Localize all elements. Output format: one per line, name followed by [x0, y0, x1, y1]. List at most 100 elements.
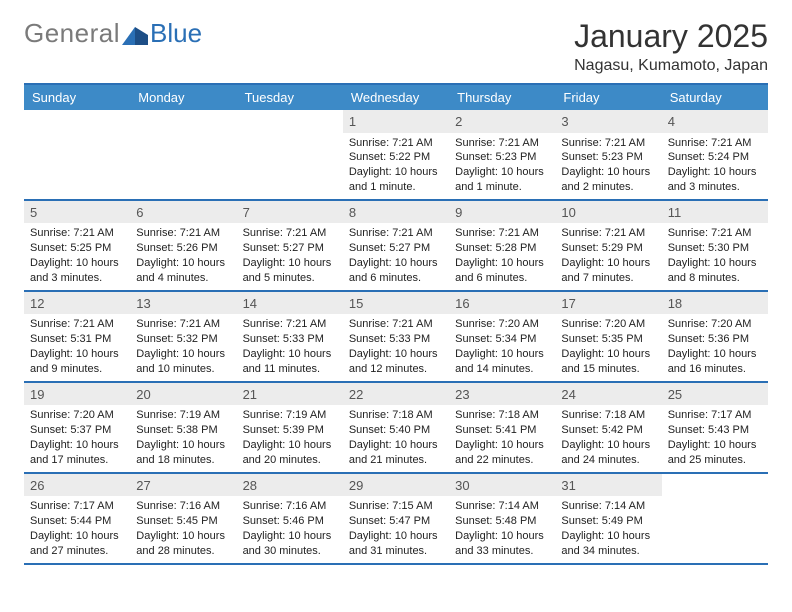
- day-info: Sunrise: 7:21 AMSunset: 5:33 PMDaylight:…: [343, 314, 449, 380]
- day-cell: 8Sunrise: 7:21 AMSunset: 5:27 PMDaylight…: [343, 201, 449, 290]
- day-cell: 11Sunrise: 7:21 AMSunset: 5:30 PMDayligh…: [662, 201, 768, 290]
- day-cell: 19Sunrise: 7:20 AMSunset: 5:37 PMDayligh…: [24, 383, 130, 472]
- day-number: 4: [662, 110, 768, 133]
- day-info: Sunrise: 7:21 AMSunset: 5:31 PMDaylight:…: [24, 314, 130, 380]
- day-cell: 1Sunrise: 7:21 AMSunset: 5:22 PMDaylight…: [343, 110, 449, 199]
- header: General Blue January 2025 Nagasu, Kumamo…: [24, 18, 768, 75]
- day-info: Sunrise: 7:21 AMSunset: 5:23 PMDaylight:…: [555, 133, 661, 199]
- day-info: Sunrise: 7:18 AMSunset: 5:42 PMDaylight:…: [555, 405, 661, 471]
- day-cell: 26Sunrise: 7:17 AMSunset: 5:44 PMDayligh…: [24, 474, 130, 563]
- day-number: 1: [343, 110, 449, 133]
- day-cell: 5Sunrise: 7:21 AMSunset: 5:25 PMDaylight…: [24, 201, 130, 290]
- day-number: 16: [449, 292, 555, 315]
- day-cell: 14Sunrise: 7:21 AMSunset: 5:33 PMDayligh…: [237, 292, 343, 381]
- week-row: 5Sunrise: 7:21 AMSunset: 5:25 PMDaylight…: [24, 201, 768, 292]
- day-cell: 20Sunrise: 7:19 AMSunset: 5:38 PMDayligh…: [130, 383, 236, 472]
- day-info: Sunrise: 7:21 AMSunset: 5:29 PMDaylight:…: [555, 223, 661, 289]
- day-number: 3: [555, 110, 661, 133]
- logo-mark-icon: [122, 23, 148, 45]
- month-title: January 2025: [574, 18, 768, 55]
- day-info: Sunrise: 7:16 AMSunset: 5:45 PMDaylight:…: [130, 496, 236, 562]
- logo-text-blue: Blue: [150, 18, 202, 49]
- day-cell: 28Sunrise: 7:16 AMSunset: 5:46 PMDayligh…: [237, 474, 343, 563]
- day-number: 20: [130, 383, 236, 406]
- day-cell: 17Sunrise: 7:20 AMSunset: 5:35 PMDayligh…: [555, 292, 661, 381]
- weekday-header: Sunday: [24, 85, 130, 110]
- day-cell: 6Sunrise: 7:21 AMSunset: 5:26 PMDaylight…: [130, 201, 236, 290]
- weekday-header: Wednesday: [343, 85, 449, 110]
- day-number: 22: [343, 383, 449, 406]
- day-cell: [237, 110, 343, 199]
- day-number: 13: [130, 292, 236, 315]
- location-subtitle: Nagasu, Kumamoto, Japan: [574, 57, 768, 75]
- day-info: Sunrise: 7:19 AMSunset: 5:38 PMDaylight:…: [130, 405, 236, 471]
- weeks-container: 1Sunrise: 7:21 AMSunset: 5:22 PMDaylight…: [24, 110, 768, 565]
- week-row: 12Sunrise: 7:21 AMSunset: 5:31 PMDayligh…: [24, 292, 768, 383]
- day-info: Sunrise: 7:21 AMSunset: 5:30 PMDaylight:…: [662, 223, 768, 289]
- day-cell: 30Sunrise: 7:14 AMSunset: 5:48 PMDayligh…: [449, 474, 555, 563]
- day-info: Sunrise: 7:14 AMSunset: 5:49 PMDaylight:…: [555, 496, 661, 562]
- day-info: Sunrise: 7:14 AMSunset: 5:48 PMDaylight:…: [449, 496, 555, 562]
- day-number: 12: [24, 292, 130, 315]
- day-info: Sunrise: 7:17 AMSunset: 5:44 PMDaylight:…: [24, 496, 130, 562]
- day-number: 15: [343, 292, 449, 315]
- day-cell: 23Sunrise: 7:18 AMSunset: 5:41 PMDayligh…: [449, 383, 555, 472]
- day-info: Sunrise: 7:20 AMSunset: 5:37 PMDaylight:…: [24, 405, 130, 471]
- day-info: Sunrise: 7:20 AMSunset: 5:35 PMDaylight:…: [555, 314, 661, 380]
- weekday-header: Monday: [130, 85, 236, 110]
- day-number: 2: [449, 110, 555, 133]
- day-number: 9: [449, 201, 555, 224]
- logo: General Blue: [24, 18, 202, 49]
- day-number: 29: [343, 474, 449, 497]
- day-info: Sunrise: 7:19 AMSunset: 5:39 PMDaylight:…: [237, 405, 343, 471]
- day-number: 27: [130, 474, 236, 497]
- day-cell: 29Sunrise: 7:15 AMSunset: 5:47 PMDayligh…: [343, 474, 449, 563]
- day-number: 25: [662, 383, 768, 406]
- day-info: Sunrise: 7:18 AMSunset: 5:41 PMDaylight:…: [449, 405, 555, 471]
- day-number: 5: [24, 201, 130, 224]
- title-block: January 2025 Nagasu, Kumamoto, Japan: [574, 18, 768, 75]
- weekday-header: Friday: [555, 85, 661, 110]
- day-info: Sunrise: 7:17 AMSunset: 5:43 PMDaylight:…: [662, 405, 768, 471]
- day-cell: 15Sunrise: 7:21 AMSunset: 5:33 PMDayligh…: [343, 292, 449, 381]
- day-cell: 13Sunrise: 7:21 AMSunset: 5:32 PMDayligh…: [130, 292, 236, 381]
- day-info: Sunrise: 7:21 AMSunset: 5:32 PMDaylight:…: [130, 314, 236, 380]
- day-info: Sunrise: 7:20 AMSunset: 5:34 PMDaylight:…: [449, 314, 555, 380]
- day-cell: [130, 110, 236, 199]
- day-cell: 10Sunrise: 7:21 AMSunset: 5:29 PMDayligh…: [555, 201, 661, 290]
- day-info: Sunrise: 7:21 AMSunset: 5:24 PMDaylight:…: [662, 133, 768, 199]
- weekday-header: Saturday: [662, 85, 768, 110]
- week-row: 1Sunrise: 7:21 AMSunset: 5:22 PMDaylight…: [24, 110, 768, 201]
- day-info: Sunrise: 7:21 AMSunset: 5:27 PMDaylight:…: [343, 223, 449, 289]
- weekday-header-row: SundayMondayTuesdayWednesdayThursdayFrid…: [24, 85, 768, 110]
- day-cell: 4Sunrise: 7:21 AMSunset: 5:24 PMDaylight…: [662, 110, 768, 199]
- day-info: Sunrise: 7:21 AMSunset: 5:23 PMDaylight:…: [449, 133, 555, 199]
- day-number: 28: [237, 474, 343, 497]
- day-number: 7: [237, 201, 343, 224]
- day-cell: 9Sunrise: 7:21 AMSunset: 5:28 PMDaylight…: [449, 201, 555, 290]
- day-info: Sunrise: 7:16 AMSunset: 5:46 PMDaylight:…: [237, 496, 343, 562]
- day-info: Sunrise: 7:18 AMSunset: 5:40 PMDaylight:…: [343, 405, 449, 471]
- day-number: 17: [555, 292, 661, 315]
- day-number: 31: [555, 474, 661, 497]
- day-cell: 31Sunrise: 7:14 AMSunset: 5:49 PMDayligh…: [555, 474, 661, 563]
- day-cell: 2Sunrise: 7:21 AMSunset: 5:23 PMDaylight…: [449, 110, 555, 199]
- day-number: 21: [237, 383, 343, 406]
- weekday-header: Thursday: [449, 85, 555, 110]
- week-row: 19Sunrise: 7:20 AMSunset: 5:37 PMDayligh…: [24, 383, 768, 474]
- day-cell: [24, 110, 130, 199]
- day-cell: 22Sunrise: 7:18 AMSunset: 5:40 PMDayligh…: [343, 383, 449, 472]
- day-number: 10: [555, 201, 661, 224]
- day-info: Sunrise: 7:21 AMSunset: 5:33 PMDaylight:…: [237, 314, 343, 380]
- day-cell: 21Sunrise: 7:19 AMSunset: 5:39 PMDayligh…: [237, 383, 343, 472]
- day-cell: 25Sunrise: 7:17 AMSunset: 5:43 PMDayligh…: [662, 383, 768, 472]
- day-cell: 16Sunrise: 7:20 AMSunset: 5:34 PMDayligh…: [449, 292, 555, 381]
- day-number: 26: [24, 474, 130, 497]
- day-info: Sunrise: 7:21 AMSunset: 5:28 PMDaylight:…: [449, 223, 555, 289]
- day-cell: 12Sunrise: 7:21 AMSunset: 5:31 PMDayligh…: [24, 292, 130, 381]
- day-info: Sunrise: 7:21 AMSunset: 5:22 PMDaylight:…: [343, 133, 449, 199]
- day-number: 11: [662, 201, 768, 224]
- day-cell: 7Sunrise: 7:21 AMSunset: 5:27 PMDaylight…: [237, 201, 343, 290]
- day-number: 24: [555, 383, 661, 406]
- day-info: Sunrise: 7:15 AMSunset: 5:47 PMDaylight:…: [343, 496, 449, 562]
